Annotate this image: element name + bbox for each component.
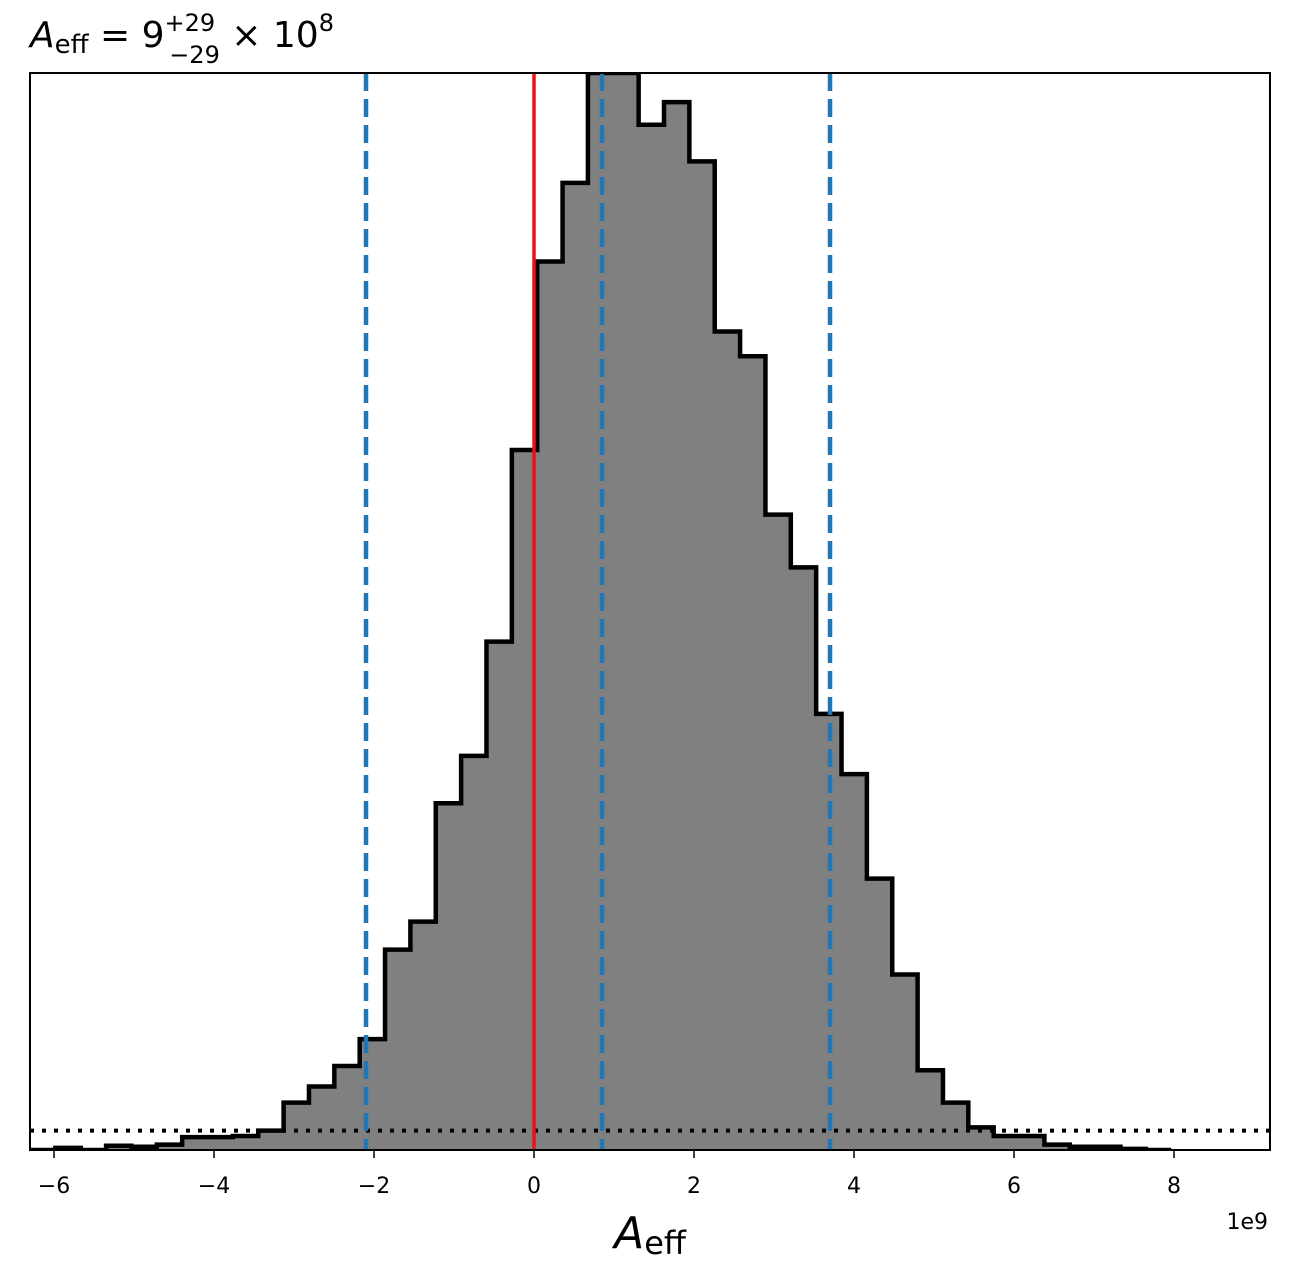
x-tick-label: 8: [1167, 1174, 1181, 1199]
histogram-bar: [562, 182, 589, 1150]
histogram-bar: [258, 1130, 285, 1150]
histogram-bar: [740, 356, 767, 1150]
histogram-bar: [461, 755, 488, 1150]
histogram-bar: [486, 641, 513, 1150]
x-tick-label: 2: [687, 1174, 701, 1199]
histogram-bar: [410, 921, 437, 1150]
histogram-bar: [1044, 1144, 1071, 1150]
x-tick-label: −2: [358, 1174, 390, 1199]
histogram-bar: [866, 878, 893, 1150]
histogram-bar: [638, 124, 665, 1150]
histogram-bar: [232, 1135, 259, 1150]
histogram-bar: [892, 974, 919, 1150]
plot-area: [30, 73, 1270, 1150]
x-tick-label: 6: [1007, 1174, 1021, 1199]
histogram-bar: [435, 803, 462, 1150]
histogram-bar: [942, 1102, 969, 1150]
histogram-bar: [765, 514, 792, 1150]
histogram-bar: [689, 161, 716, 1150]
histogram-bar: [182, 1137, 209, 1150]
histogram-bar: [664, 102, 690, 1150]
histogram-bar: [613, 73, 640, 1150]
histogram-bar: [790, 567, 817, 1150]
histogram-bar: [308, 1086, 335, 1150]
plot-frame: [29, 72, 1271, 1151]
x-tick-label: 4: [847, 1174, 861, 1199]
histogram-bar: [841, 774, 868, 1150]
x-axis-offset-label: 1e9: [1226, 1210, 1268, 1235]
histogram-bar: [968, 1127, 995, 1150]
chart-title: Aeff = 9+29 −29 × 108: [28, 9, 334, 69]
x-axis-label: Aeff: [611, 1208, 687, 1262]
x-axis-ticks: −6 −4 −2 0 2 4 6 8: [38, 1150, 1181, 1199]
histogram-bar: [537, 261, 564, 1150]
histogram-bar: [283, 1102, 310, 1150]
x-tick-label: 0: [527, 1174, 541, 1199]
histogram-bar: [1019, 1135, 1045, 1150]
histogram-outline: [30, 73, 1172, 1150]
histogram-bar: [993, 1135, 1020, 1150]
histogram-bar: [334, 1065, 361, 1150]
x-tick-label: −6: [38, 1174, 70, 1199]
histogram-bar: [359, 1039, 386, 1150]
histogram-bar: [917, 1070, 944, 1150]
histogram-bar: [156, 1144, 183, 1150]
histogram-bar: [207, 1137, 234, 1150]
quantile-lines: [363, 73, 833, 1150]
histogram-bar: [385, 949, 411, 1150]
x-tick-label: −4: [198, 1174, 230, 1199]
histogram-bar: [714, 331, 741, 1150]
